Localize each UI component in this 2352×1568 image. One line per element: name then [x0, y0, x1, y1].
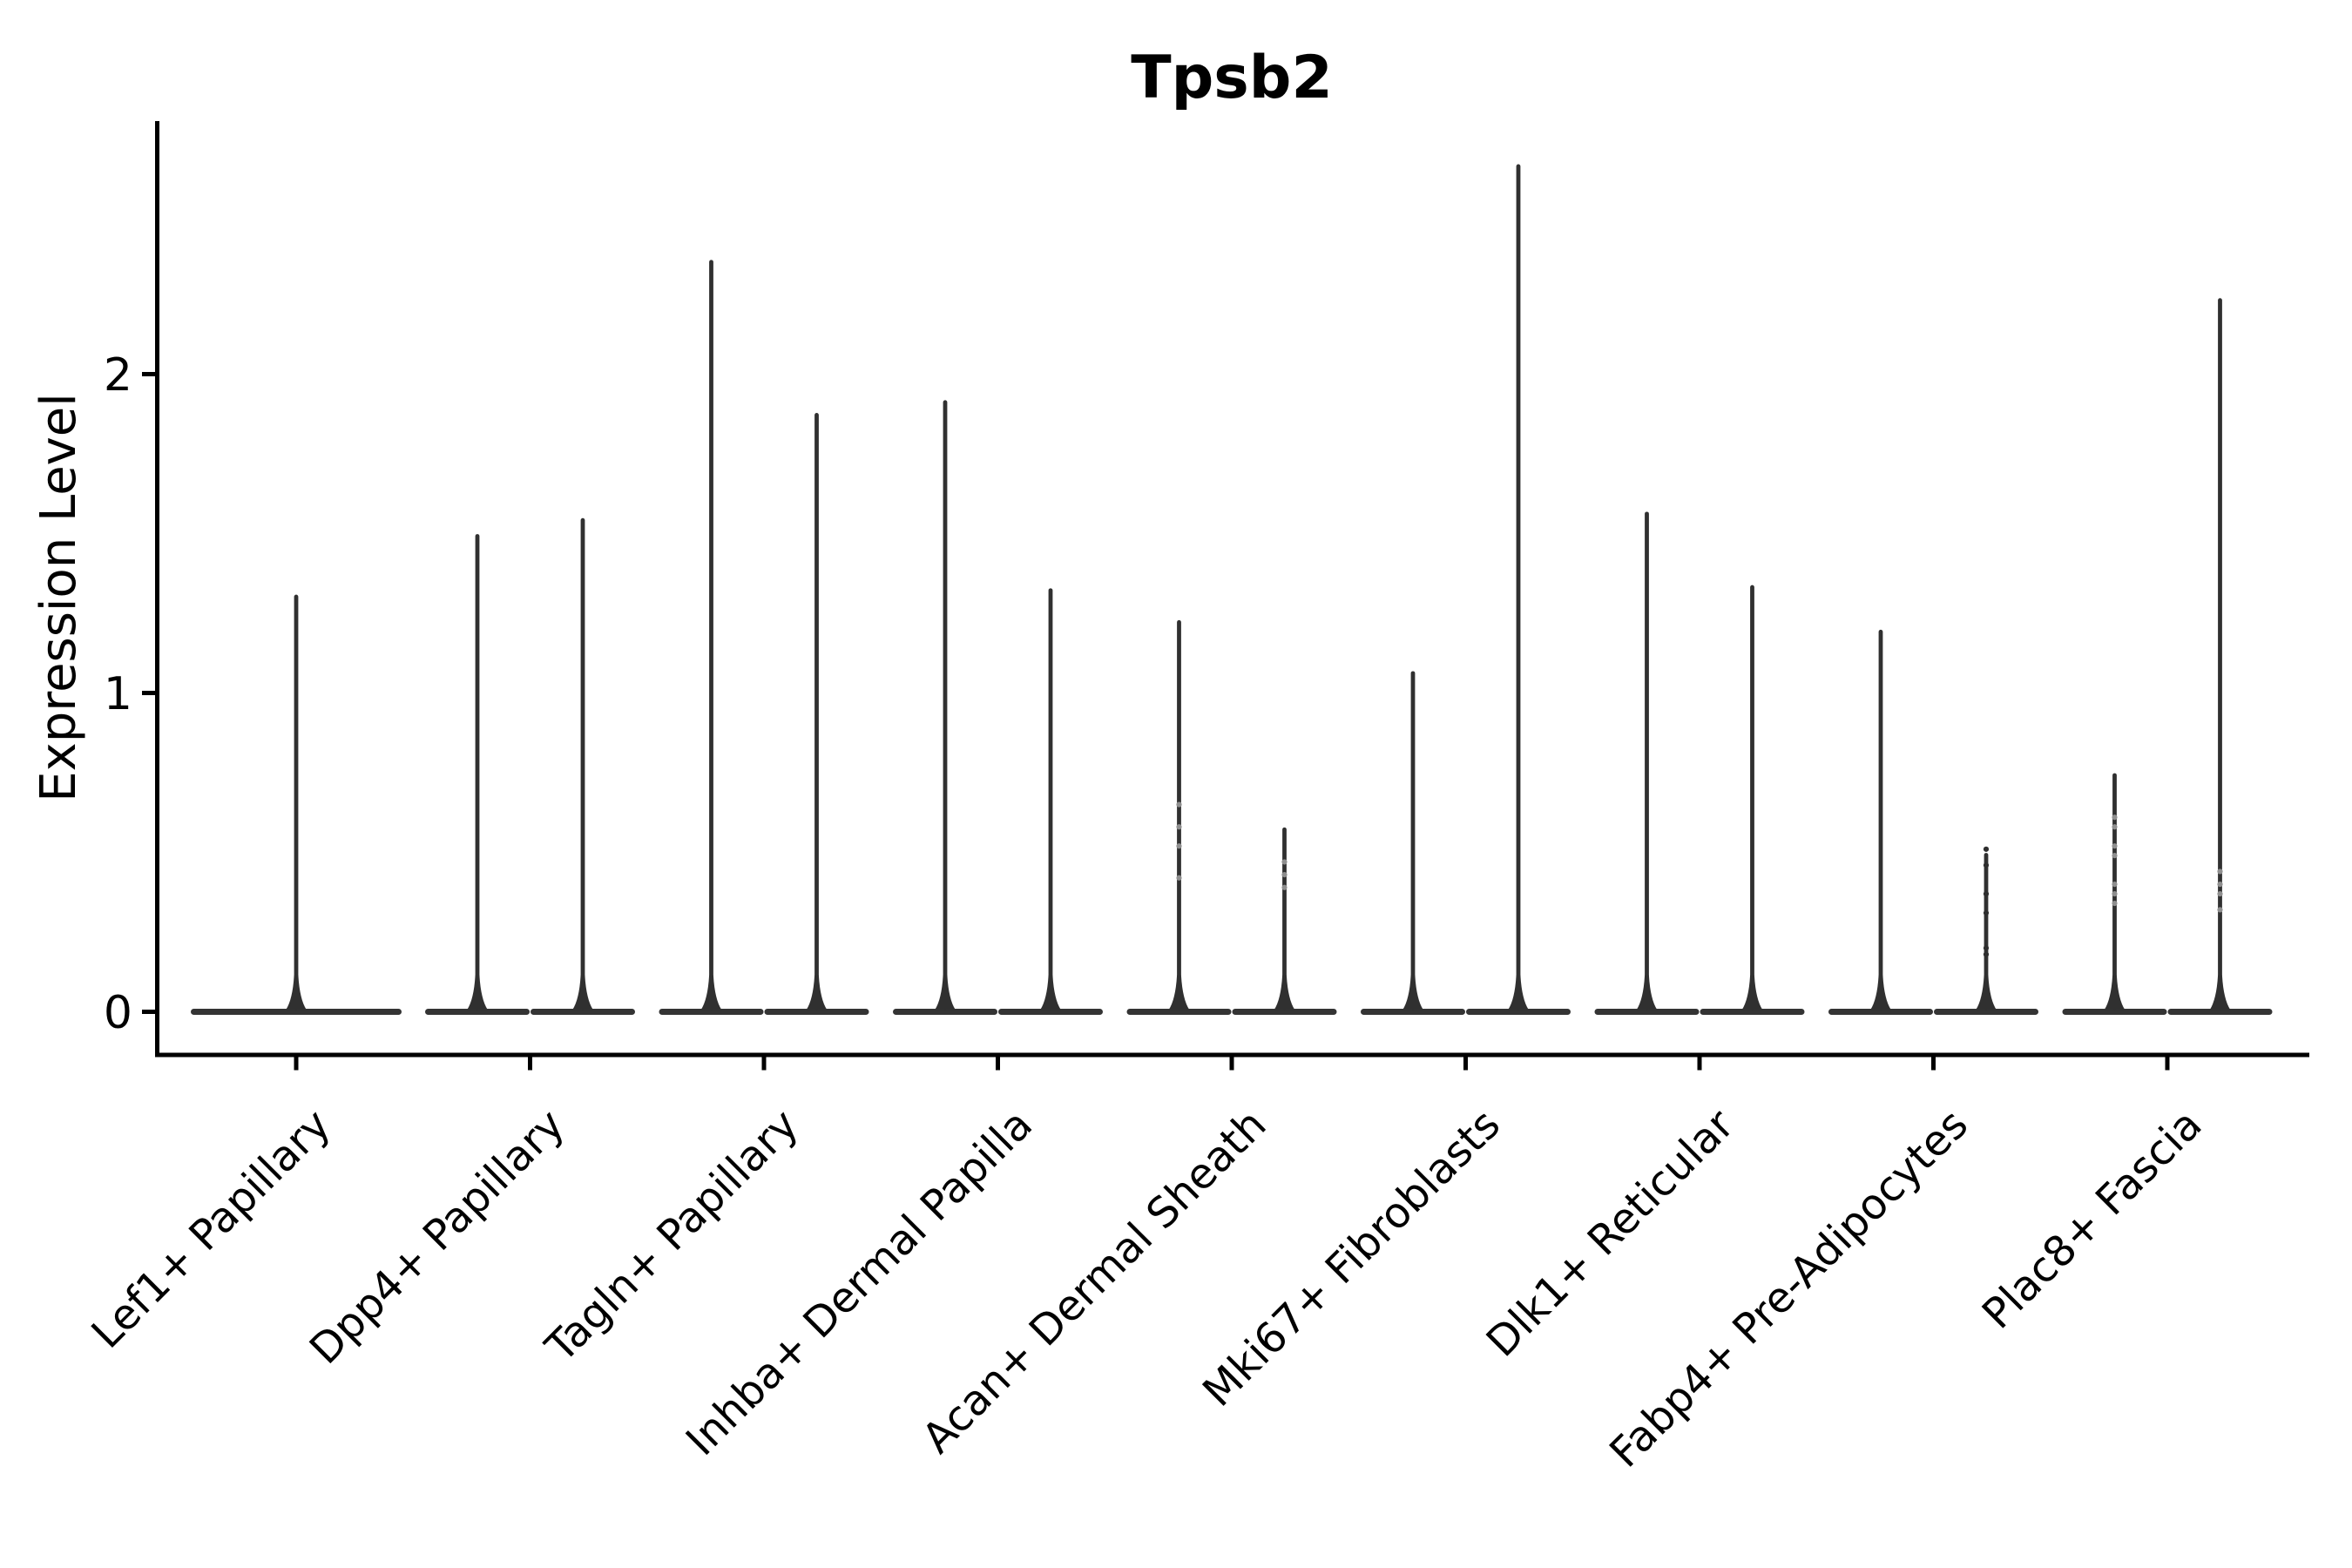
violin-flare	[806, 975, 828, 1010]
jitter-point	[2112, 824, 2118, 830]
violin	[893, 400, 997, 1015]
x-tick-label-6: Dlk1+ Reticular	[1477, 1100, 1744, 1367]
x-tick-label-0: Lef1+ Papillary	[83, 1100, 341, 1358]
violin-flare	[1636, 975, 1658, 1010]
jitter-point	[1983, 951, 1990, 957]
violins	[191, 164, 2273, 1015]
jitter-point	[2112, 890, 2118, 897]
violin-flare	[1508, 975, 1529, 1010]
jitter-point	[1176, 843, 1182, 849]
jitter-point	[2112, 853, 2118, 859]
violin	[2167, 298, 2273, 1015]
violin	[2062, 773, 2167, 1015]
violin	[1594, 511, 1700, 1015]
y-tick-label-0: 0	[104, 987, 132, 1039]
violin	[1466, 164, 1571, 1015]
violin-flare	[467, 975, 488, 1010]
jitter-point	[2217, 907, 2223, 913]
violin-flare	[1168, 975, 1190, 1010]
jitter-point	[1983, 862, 1990, 868]
violin-flare	[572, 975, 593, 1010]
violin	[531, 517, 635, 1015]
violin	[1828, 629, 1933, 1015]
violin-flare	[1274, 975, 1295, 1010]
violin-flare	[2104, 975, 2126, 1010]
jitter-point	[1983, 909, 1990, 916]
jitter-point	[1176, 875, 1182, 881]
jitter-point	[1281, 872, 1288, 878]
jitter-point	[2217, 890, 2223, 897]
violin	[191, 594, 402, 1015]
violin-flare	[286, 975, 307, 1010]
violin	[1361, 671, 1465, 1015]
violin	[1232, 827, 1337, 1015]
violin-flare	[2209, 975, 2231, 1010]
violin	[1700, 585, 1805, 1015]
jitter-point	[1983, 945, 1990, 951]
violin-flare	[1870, 975, 1891, 1010]
violin	[659, 260, 764, 1015]
violin	[425, 534, 530, 1015]
jitter-point	[2112, 882, 2118, 888]
jitter-point	[1176, 801, 1182, 808]
y-axis-label: Expression Level	[30, 393, 87, 802]
jitter-point	[1176, 824, 1182, 830]
violin-flare	[1976, 975, 1997, 1010]
x-tick-label-2: Tagln+ Papillary	[536, 1100, 808, 1372]
y-tick-label-2: 2	[104, 349, 132, 402]
violin	[1934, 846, 2038, 1015]
jitter-point	[2112, 843, 2118, 849]
y-axis: 0 1 2	[104, 349, 132, 1039]
chart-title: Tpsb2	[1131, 44, 1333, 112]
jitter-point	[1983, 846, 1990, 852]
violin-flare	[1040, 975, 1061, 1010]
jitter-point	[2217, 868, 2223, 875]
violin-flare	[700, 975, 722, 1010]
violin	[1126, 619, 1232, 1015]
violin	[764, 413, 869, 1015]
axes-lines	[142, 121, 2309, 1071]
jitter-point	[2112, 900, 2118, 907]
jitter-point	[2217, 882, 2223, 888]
violin-flare	[1741, 975, 1763, 1010]
violin	[998, 588, 1103, 1015]
x-tick-label-8: Plac8+ Fascia	[1973, 1100, 2212, 1339]
jitter-point	[1281, 859, 1288, 865]
violin-flare	[935, 975, 956, 1010]
jitter-point	[2112, 814, 2118, 821]
jitter-point	[1983, 890, 1990, 897]
y-tick-label-1: 1	[104, 668, 132, 720]
violin-flare	[1402, 975, 1423, 1010]
x-tick-label-1: Dpp4+ Papillary	[301, 1100, 574, 1374]
jitter-point	[1281, 884, 1288, 890]
